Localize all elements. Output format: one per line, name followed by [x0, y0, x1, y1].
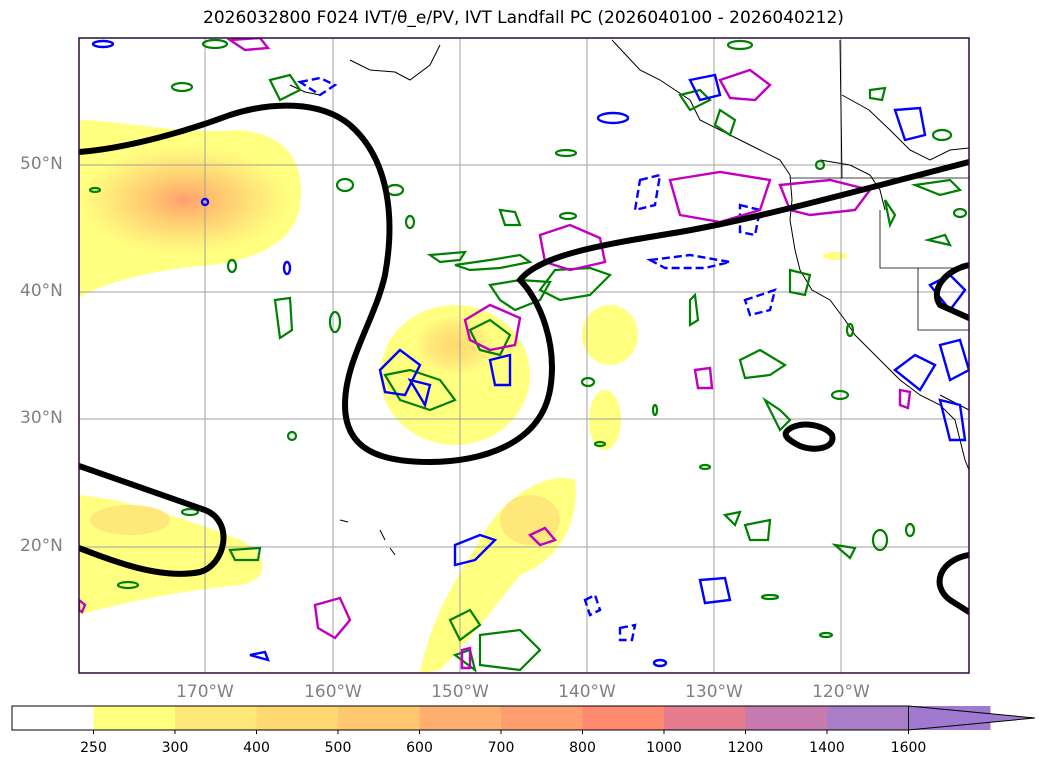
lon-label-150w: 150°W	[431, 682, 489, 702]
colorbar-tick-label: 1400	[809, 740, 845, 756]
colorbar-segment	[664, 706, 746, 730]
pc-contours-thick	[79, 102, 969, 615]
colorbar-segment	[12, 706, 94, 730]
colorbar-tick-label: 600	[406, 740, 433, 756]
lat-label-30n: 30°N	[20, 408, 63, 428]
colorbar-tick-label: 400	[243, 740, 270, 756]
lon-label-140w: 140°W	[558, 682, 616, 702]
colorbar-frame	[11, 705, 909, 731]
colorbar-tick-label: 300	[161, 740, 189, 756]
colorbar-extend-arrow	[908, 705, 1036, 731]
colorbar-tick-label: 800	[569, 740, 596, 756]
graticule	[79, 38, 969, 673]
colorbar-tick-label: 1600	[890, 740, 927, 756]
lon-label-170w: 170°W	[176, 682, 234, 702]
colorbar-segment	[419, 706, 502, 730]
colorbar-tick-label: 1000	[646, 740, 682, 756]
lat-label-40n: 40°N	[20, 281, 63, 301]
coastline	[289, 39, 969, 556]
colorbar-tick-label: 700	[487, 740, 515, 756]
lat-label-50n: 50°N	[20, 154, 63, 174]
lon-label-130w: 130°W	[685, 682, 743, 702]
colorbar-segment	[175, 706, 257, 730]
pv-contours-blue	[91, 39, 969, 668]
colorbar-segment	[501, 706, 583, 730]
colorbar-segment	[338, 706, 420, 730]
map-title: 2026032800 F024 IVT/θ_e/PV, IVT Landfall…	[203, 8, 844, 28]
colorbar-segment	[827, 706, 909, 730]
colorbar-tick-label: 1200	[727, 740, 764, 756]
colorbar-segment	[256, 706, 339, 730]
map-panel	[78, 37, 970, 674]
lon-label-120w: 120°W	[812, 682, 870, 702]
colorbar-segment	[582, 706, 665, 730]
colorbar-segment	[745, 706, 828, 730]
colorbar-tick-label: 250	[80, 740, 107, 756]
theta-e-contours	[88, 38, 968, 673]
colorbar-tick-label: 500	[324, 740, 352, 756]
colorbar-segment	[93, 706, 176, 730]
lat-label-20n: 20°N	[20, 536, 63, 556]
lon-label-160w: 160°W	[304, 682, 362, 702]
map-frame	[78, 37, 970, 674]
